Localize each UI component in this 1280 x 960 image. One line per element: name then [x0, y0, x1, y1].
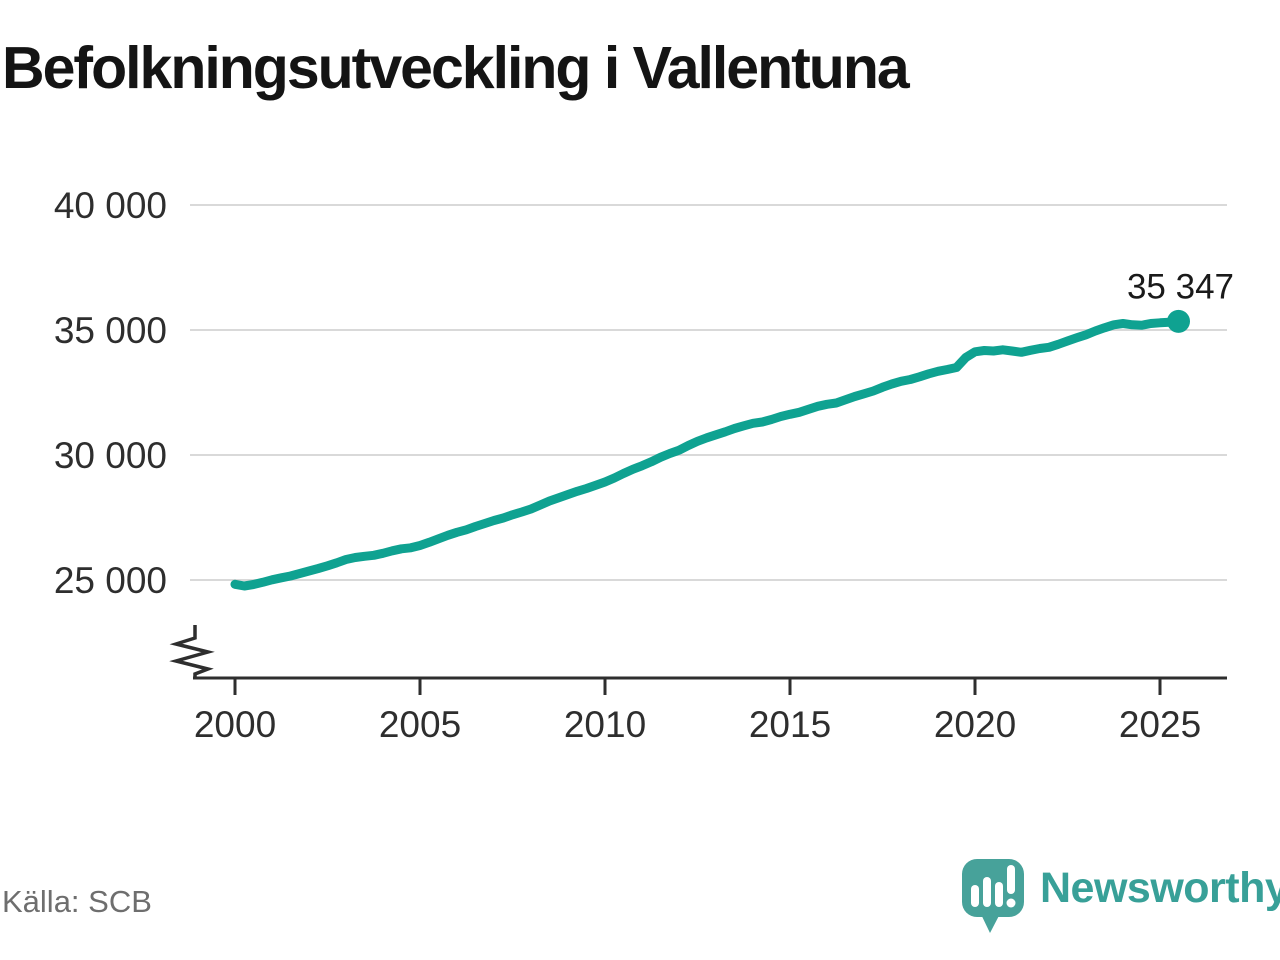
end-value-label: 35 347	[1127, 267, 1234, 306]
x-axis-tick-label: 2005	[379, 704, 461, 745]
x-axis-tick-label: 2025	[1119, 704, 1201, 745]
newsworthy-speech-bubble-chart-icon	[962, 859, 1024, 933]
y-axis-tick-label: 40 000	[54, 185, 167, 226]
newsworthy-wordmark: Newsworthy	[1040, 864, 1280, 912]
x-axis-tick-label: 2015	[749, 704, 831, 745]
y-axis-tick-label: 25 000	[54, 560, 167, 601]
end-point-dot	[1167, 309, 1190, 333]
page-title: Befolkningsutveckling i Vallentuna	[2, 35, 910, 101]
source-attribution: Källa: SCB	[2, 884, 152, 919]
population-line	[230, 316, 1183, 591]
x-axis-tick-label: 2010	[564, 704, 646, 745]
x-axis-tick-label: 2000	[194, 704, 276, 745]
newsworthy-logo: Newsworthy	[961, 858, 1280, 934]
y-axis-break-zigzag	[169, 625, 215, 678]
y-axis-tick-label: 35 000	[54, 310, 167, 351]
x-axis-tick-label: 2020	[934, 704, 1016, 745]
y-axis-tick-label: 30 000	[54, 435, 167, 476]
